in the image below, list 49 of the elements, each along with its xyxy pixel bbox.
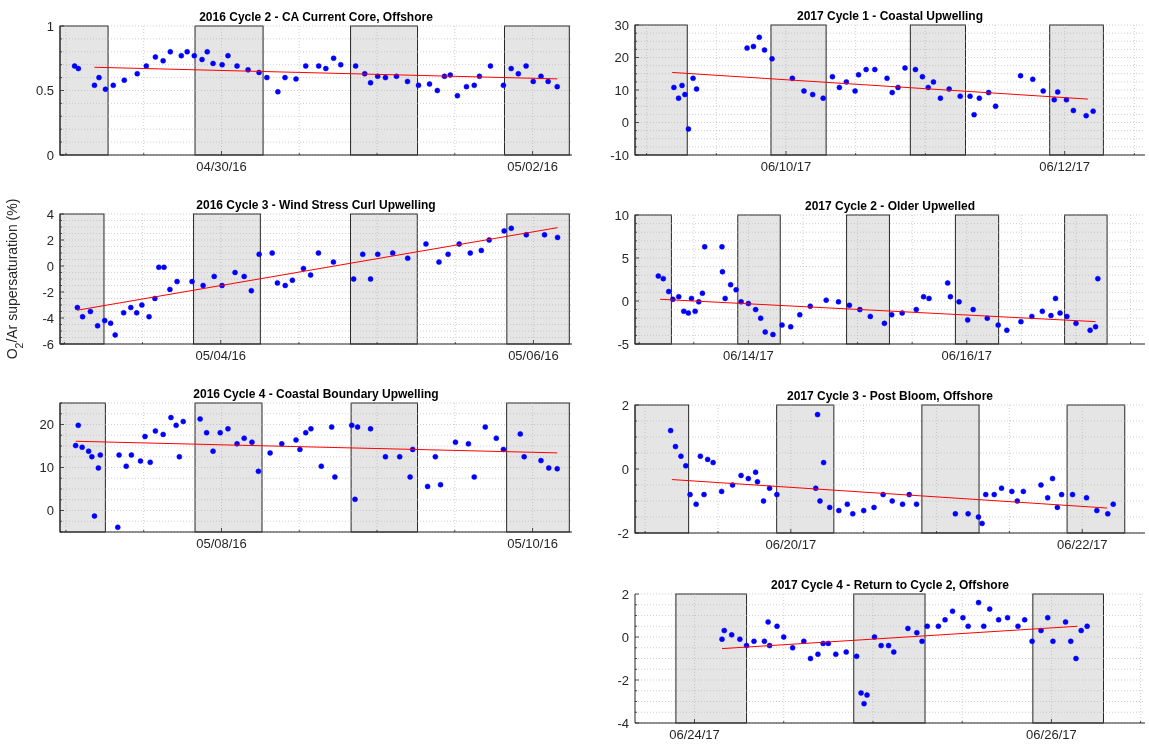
y-tick-label: 30 [614,17,629,33]
y-tick-label: 0 [621,293,629,309]
x-tick-label: 05/06/16 [508,348,559,363]
x-tick-label: 06/16/17 [941,348,993,363]
y-tick-label: 5 [621,250,629,266]
y-tick-label: -5 [617,336,629,352]
y-tick-label: 20 [39,417,54,433]
y-tick-label: -2 [617,525,629,541]
y-tick-label: -2 [617,672,629,688]
y-tick-label: 10 [614,207,629,223]
y-tick-label: -4 [42,310,54,326]
x-tick-label: 06/26/17 [1026,727,1077,742]
y-tick-label: 0 [46,147,54,163]
y-tick-label: 2 [46,232,54,248]
y-tick-label: -10 [610,147,629,163]
x-tick-label: 06/20/17 [765,537,817,552]
chart-title: 2016 Cycle 4 - Coastal Boundary Upwelling [193,387,439,401]
chart-title: 2017 Cycle 1 - Coastal Upwelling [796,9,984,23]
x-tick-label: 05/08/16 [196,536,247,551]
x-tick-label: 05/02/16 [507,159,558,174]
chart-title: 2017 Cycle 4 - Return to Cycle 2, Offshore [770,578,1010,592]
y-tick-label: -6 [42,336,54,352]
x-tick-label: 06/22/17 [1056,537,1108,552]
y-tick-label: 0 [46,258,54,274]
x-tick-label: 06/24/17 [669,727,720,742]
y-tick-label: 2 [621,586,629,602]
y-tick-label: -4 [617,715,629,731]
chart-title: 2017 Cycle 3 - Post Bloom, Offshore [786,389,994,403]
y-tick-label: 10 [39,460,54,476]
y-tick-label: 10 [614,82,629,98]
x-tick-label: 05/04/16 [195,348,247,363]
x-tick-label: 06/14/17 [723,348,774,363]
y-tick-label: 0 [46,503,54,519]
y-tick-label: 20 [614,50,629,66]
chart-title: 2016 Cycle 3 - Wind Stress Curl Upwelling [196,198,436,212]
chart-title: 2016 Cycle 2 - CA Current Core, Offshore [199,10,434,24]
y-tick-label: 4 [46,206,54,222]
y-tick-label: 0.5 [35,83,54,99]
y-tick-label: 1 [46,18,54,34]
x-tick-label: 06/10/17 [760,159,812,174]
y-tick-label: 0 [621,461,629,477]
y-tick-label: 0 [621,115,629,131]
x-tick-label: 05/10/16 [507,536,558,551]
y-tick-label: -2 [42,284,54,300]
y-tick-label: 0 [621,629,629,645]
x-tick-label: 04/30/16 [196,159,247,174]
chart-title: 2017 Cycle 2 - Older Upwelled [804,199,976,213]
y-tick-label: 2 [621,397,629,413]
x-tick-label: 06/12/17 [1039,159,1090,174]
